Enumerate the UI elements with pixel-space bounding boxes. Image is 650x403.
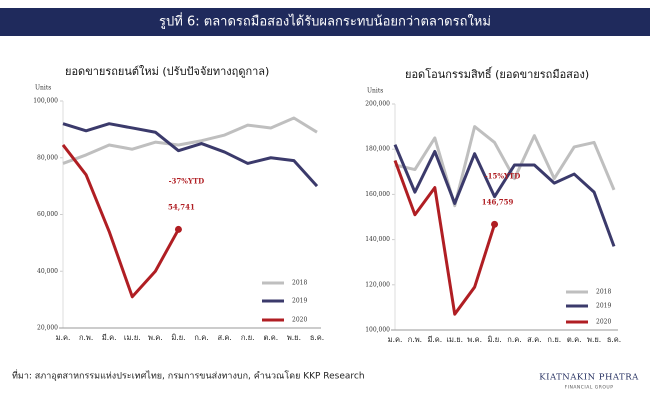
- x-tick-label: ก.พ.: [79, 333, 93, 342]
- series-line: [393, 144, 616, 247]
- x-tick-label: พ.ค.: [148, 333, 163, 342]
- series-line: [61, 144, 180, 299]
- x-tick-label: ม.ค.: [388, 335, 403, 344]
- y-tick-label: 180,000: [365, 146, 390, 153]
- y-tick-label: 20,000: [37, 325, 58, 332]
- x-tick-label: ต.ค.: [263, 333, 278, 342]
- value-label: 146,759: [482, 197, 514, 206]
- legend-label: 2020: [292, 317, 307, 324]
- x-tick-label: ก.ย.: [241, 333, 255, 342]
- series-line: [393, 159, 496, 316]
- chart-title: ยอดขายรถยนต์ใหม่ (ปรับปัจจัยทางฤดูกาล): [65, 65, 269, 78]
- y-tick-label: 40,000: [37, 268, 58, 275]
- point-marker: [174, 225, 182, 233]
- y-tick-label: 140,000: [365, 236, 390, 243]
- x-tick-label: ก.ค.: [507, 335, 521, 344]
- x-tick-label: ธ.ค.: [607, 335, 621, 344]
- legend-label: 2018: [292, 280, 307, 287]
- point-marker: [491, 220, 499, 228]
- x-tick-label: เม.ย.: [446, 335, 463, 344]
- x-tick-label: ส.ค.: [527, 335, 541, 344]
- y-tick-label: 200,000: [365, 101, 390, 108]
- x-tick-label: ก.ค.: [194, 333, 208, 342]
- y-tick-label: 100,000: [33, 98, 58, 105]
- x-tick-label: ต.ค.: [567, 335, 582, 344]
- y-axis-label: Units: [367, 88, 383, 95]
- logo-sub: FINANCIAL GROUP: [565, 385, 614, 391]
- x-tick-label: เม.ย.: [124, 333, 141, 342]
- y-tick-label: 160,000: [365, 191, 390, 198]
- legend-label: 2020: [596, 319, 611, 326]
- series-line: [62, 116, 318, 165]
- x-tick-label: ก.ย.: [547, 335, 561, 344]
- x-tick-label: ก.พ.: [408, 335, 422, 344]
- legend-label: 2019: [292, 298, 307, 305]
- series-line: [62, 122, 319, 188]
- annotation: -15%YTD: [485, 171, 521, 180]
- legend-label: 2018: [596, 289, 611, 296]
- y-tick-label: 80,000: [37, 154, 58, 161]
- header-title: รูปที่ 6: ตลาดรถมือสองได้รับผลกระทบน้อยก…: [159, 13, 491, 30]
- y-tick-label: 120,000: [365, 281, 390, 288]
- x-tick-label: มี.ค.: [102, 333, 117, 342]
- source: ที่มา: สภาอุตสาหกรรมแห่งประเทศไทย, กรมกา…: [12, 369, 365, 382]
- logo: KIATNAKIN PHATRA: [539, 373, 639, 383]
- x-tick-label: ส.ค.: [217, 333, 231, 342]
- x-tick-label: มิ.ย.: [487, 335, 501, 344]
- header-bar: [0, 8, 650, 36]
- x-tick-label: มี.ค.: [427, 335, 442, 344]
- x-tick-label: ธ.ค.: [310, 333, 324, 342]
- value-label: 54,741: [168, 202, 195, 211]
- annotation: -37%YTD: [169, 176, 205, 185]
- series-line: [394, 125, 616, 208]
- x-tick-label: พ.ย.: [587, 335, 601, 344]
- x-tick-label: พ.ย.: [287, 333, 301, 342]
- x-tick-label: พ.ค.: [467, 335, 482, 344]
- y-axis-label: Units: [35, 85, 51, 92]
- y-tick-label: 60,000: [37, 211, 58, 218]
- x-tick-label: ม.ค.: [56, 333, 71, 342]
- legend-label: 2019: [596, 303, 611, 310]
- y-tick-label: 100,000: [365, 327, 390, 334]
- chart-title: ยอดโอนกรรมสิทธิ์ (ยอดขายรถมือสอง): [405, 66, 589, 81]
- x-tick-label: มิ.ย.: [171, 333, 185, 342]
